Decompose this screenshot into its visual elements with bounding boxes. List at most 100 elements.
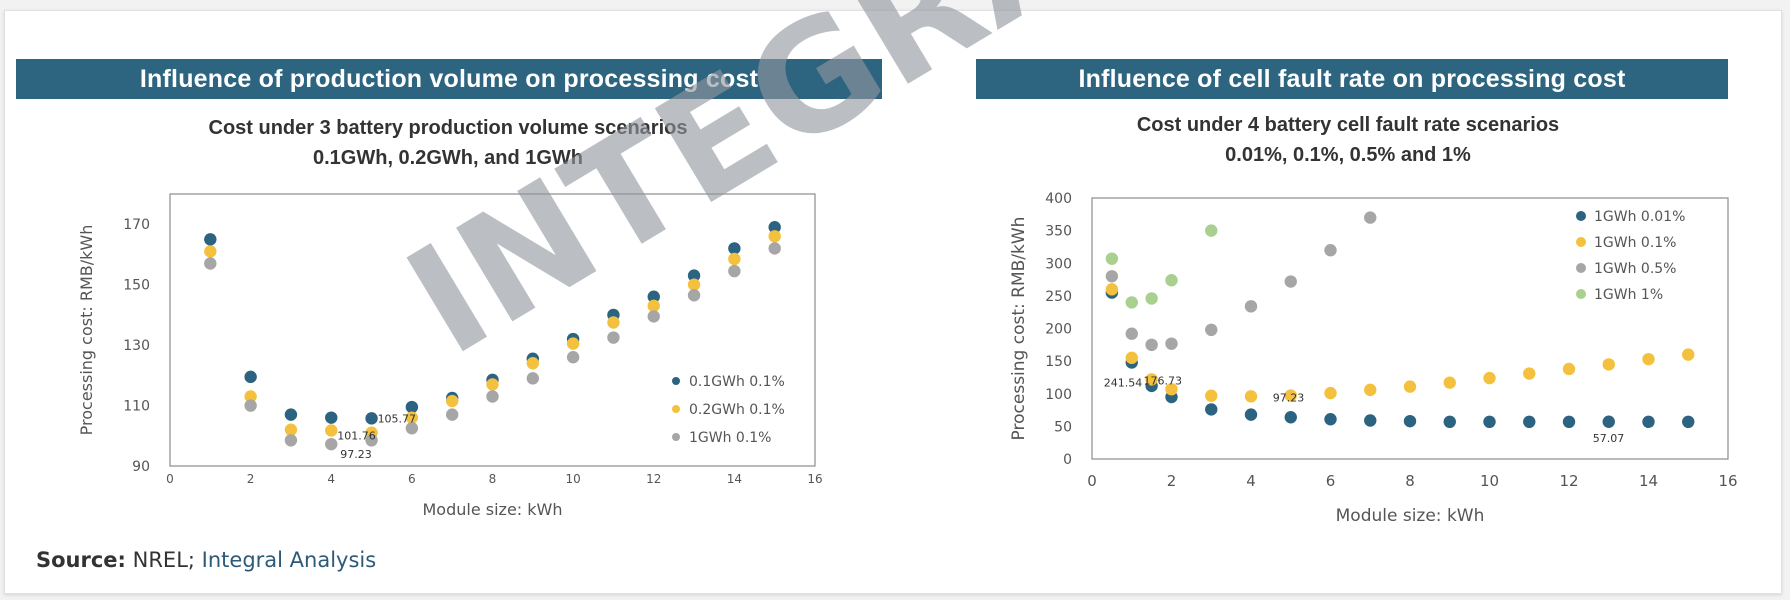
left-scatter-chart: 0 2 4 6 8 10 12 14 16 90 110 130 150 170 Module size: … bbox=[77, 193, 823, 519]
chart-1-series-1-point-13 bbox=[1562, 362, 1576, 376]
chart-1-series-1-point-12 bbox=[1523, 367, 1536, 380]
chart-1-series-2-point-2 bbox=[1145, 338, 1158, 352]
chart-0-series-2-point-0 bbox=[204, 257, 217, 270]
chart-1-series-1-point-10 bbox=[1443, 376, 1456, 389]
chart-0-series-0-point-3 bbox=[325, 411, 338, 424]
chart-1-series-1-point-15 bbox=[1642, 352, 1655, 366]
chart-1-series-1-point-16 bbox=[1682, 348, 1695, 361]
chart-1-series-0-point-11 bbox=[1483, 415, 1496, 429]
chart-1-series-3-point-2 bbox=[1145, 292, 1158, 305]
chart-1-series-0-point-6 bbox=[1284, 411, 1297, 424]
chart-1-series-1-point-11 bbox=[1483, 371, 1496, 385]
chart-1-x-axis-label: Module size: kWh bbox=[1336, 506, 1485, 526]
chart-1-legend-marker-0 bbox=[1576, 211, 1586, 221]
chart-1-series-1-point-9 bbox=[1403, 380, 1417, 393]
chart-0-series-1-point-7 bbox=[486, 378, 499, 391]
chart-0-y-axis-label: Processing cost: RMB/kWh bbox=[77, 225, 96, 436]
chart-0-x-tick-4: 8 bbox=[489, 472, 497, 486]
source-nrel: NREL; bbox=[125, 548, 195, 572]
chart-1-series-0-point-9 bbox=[1403, 414, 1417, 428]
chart-0-series-1-point-12 bbox=[687, 278, 701, 291]
chart-1-series-1-point-4 bbox=[1205, 389, 1218, 402]
chart-1-series-1-point-1 bbox=[1125, 351, 1138, 365]
right-subtitle-line-1: Cost under 4 battery cell fault rate sce… bbox=[1136, 114, 1560, 136]
chart-0-legend-marker-2 bbox=[672, 433, 680, 441]
chart-1-x-tick-2: 4 bbox=[1246, 472, 1256, 490]
chart-0-series-0-point-0 bbox=[204, 233, 217, 246]
chart-1-series-1-point-0 bbox=[1105, 283, 1119, 296]
chart-0-x-tick-6: 12 bbox=[646, 472, 661, 486]
right-scatter-chart: 0 2 4 6 8 10 12 14 16 0 50 100 150 200 250 300 350 400 Mod… bbox=[1009, 191, 1738, 526]
chart-0-series-2-point-3 bbox=[325, 437, 338, 451]
left-chart-subtitle: Cost under 3 battery production volume s… bbox=[110, 113, 786, 173]
chart-0-x-tick-7: 14 bbox=[727, 472, 742, 486]
chart-0-y-tick-4: 170 bbox=[123, 217, 150, 233]
chart-1-series-3-point-0 bbox=[1105, 252, 1119, 265]
chart-0-series-2-point-5 bbox=[405, 422, 419, 435]
chart-1-y-tick-3: 150 bbox=[1045, 354, 1072, 370]
chart-1-series-2-point-0 bbox=[1105, 270, 1119, 283]
chart-1-series-1-point-5 bbox=[1244, 390, 1258, 403]
chart-1-series-0-point-12 bbox=[1523, 415, 1536, 429]
chart-1-x-tick-5: 10 bbox=[1480, 472, 1499, 490]
chart-0-series-1-point-5 bbox=[405, 411, 419, 424]
chart-0-legend-marker-0 bbox=[672, 377, 680, 385]
chart-0-legend-marker-1 bbox=[672, 405, 680, 413]
chart-1-data-label-0: 241.54 bbox=[1104, 376, 1143, 389]
chart-0-series-1-point-3 bbox=[325, 424, 338, 437]
chart-0-series-2-point-13 bbox=[728, 264, 741, 278]
chart-0-legend-entry-2: 1GWh 0.1% bbox=[689, 430, 772, 446]
chart-1-series-2-point-4 bbox=[1205, 323, 1218, 337]
chart-0-series-2-point-10 bbox=[607, 331, 620, 344]
left-subtitle-line-2: 0.1GWh, 0.2GWh, and 1GWh bbox=[312, 147, 584, 169]
chart-1-y-tick-6: 300 bbox=[1045, 256, 1072, 272]
chart-0-series-0-point-2 bbox=[284, 408, 298, 421]
chart-0-series-2-point-14 bbox=[768, 242, 781, 255]
chart-0-series-2-point-7 bbox=[486, 390, 499, 403]
chart-0-series-1-point-8 bbox=[526, 357, 540, 370]
right-chart-subtitle: Cost under 4 battery cell fault rate sce… bbox=[1010, 110, 1686, 170]
chart-1-series-0-point-15 bbox=[1642, 415, 1655, 429]
chart-0-plot-frame bbox=[169, 193, 816, 467]
chart-1-y-axis-label: Processing cost: RMB/kWh bbox=[1009, 217, 1029, 441]
chart-0-y-tick-0: 90 bbox=[132, 459, 150, 475]
chart-1-series-0-point-5 bbox=[1244, 408, 1258, 421]
chart-1-x-tick-4: 8 bbox=[1405, 472, 1415, 490]
chart-0-series-0-point-11 bbox=[647, 290, 660, 303]
chart-1-x-tick-3: 6 bbox=[1326, 472, 1336, 490]
chart-0-series-1-point-6 bbox=[445, 394, 459, 408]
source-integral: Integral Analysis bbox=[194, 548, 377, 572]
chart-0-series-1-point-11 bbox=[647, 299, 660, 313]
chart-1-y-tick-5: 250 bbox=[1045, 289, 1072, 305]
source-label: Source: bbox=[36, 548, 126, 572]
chart-0-series-1-point-10 bbox=[607, 316, 620, 329]
chart-0-series-2-point-2 bbox=[284, 434, 298, 447]
chart-0-series-1-point-2 bbox=[284, 423, 298, 436]
chart-1-x-tick-0: 0 bbox=[1087, 472, 1097, 490]
chart-1-series-3-point-3 bbox=[1165, 274, 1178, 287]
chart-1-legend-marker-3 bbox=[1576, 289, 1586, 299]
chart-1-y-tick-2: 100 bbox=[1045, 387, 1072, 403]
chart-1-series-2-point-6 bbox=[1284, 275, 1297, 288]
chart-1-series-1-point-3 bbox=[1165, 382, 1178, 396]
chart-1-legend-marker-2 bbox=[1576, 263, 1586, 273]
chart-1-series-1-point-2 bbox=[1145, 373, 1158, 386]
chart-1-series-3-point-4 bbox=[1205, 224, 1218, 237]
chart-0-series-1-point-9 bbox=[566, 337, 580, 350]
chart-0-series-0-point-1 bbox=[244, 370, 257, 384]
left-panel-banner: Influence of production volume on proces… bbox=[16, 59, 882, 99]
right-subtitle-line-2: 0.01%, 0.1%, 0.5% and 1% bbox=[1225, 144, 1471, 166]
chart-0-series-2-point-9 bbox=[566, 351, 580, 364]
chart-0-series-0-point-4 bbox=[365, 412, 378, 425]
chart-0-x-tick-3: 6 bbox=[408, 472, 416, 486]
chart-1-series-2-point-8 bbox=[1364, 211, 1377, 224]
chart-0-series-2-point-8 bbox=[526, 372, 540, 385]
chart-0-y-tick-3: 150 bbox=[123, 278, 150, 294]
chart-0-y-tick-1: 110 bbox=[123, 399, 150, 415]
chart-1-x-tick-6: 12 bbox=[1559, 472, 1578, 490]
chart-1-series-3-point-1 bbox=[1125, 296, 1138, 309]
chart-1-data-label-3: 57.07 bbox=[1593, 432, 1625, 445]
chart-1-series-1-point-8 bbox=[1364, 383, 1377, 397]
chart-1-data-label-1: 176.73 bbox=[1144, 375, 1183, 388]
chart-0-x-tick-8: 16 bbox=[807, 472, 822, 486]
